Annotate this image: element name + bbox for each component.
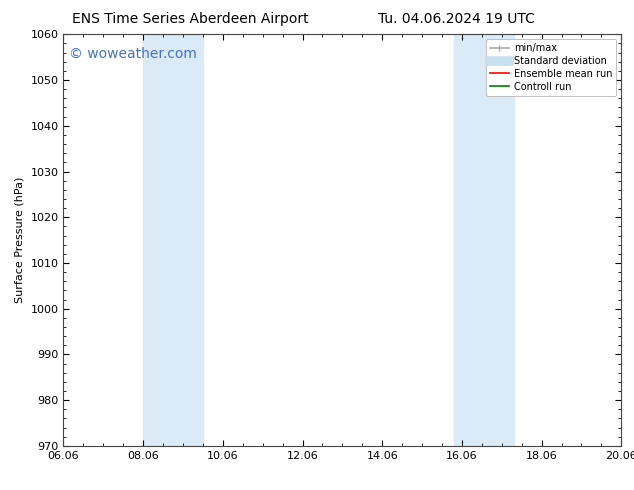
Bar (143, 34, 203, 446)
Text: ENS Time Series Aberdeen Airport: ENS Time Series Aberdeen Airport (72, 12, 309, 26)
Legend: min/max, Standard deviation, Ensemble mean run, Controll run: min/max, Standard deviation, Ensemble me… (486, 39, 616, 96)
Text: © woweather.com: © woweather.com (69, 47, 197, 61)
Bar (454, 34, 514, 446)
Y-axis label: Surface Pressure (hPa): Surface Pressure (hPa) (15, 177, 25, 303)
Text: Tu. 04.06.2024 19 UTC: Tu. 04.06.2024 19 UTC (378, 12, 535, 26)
